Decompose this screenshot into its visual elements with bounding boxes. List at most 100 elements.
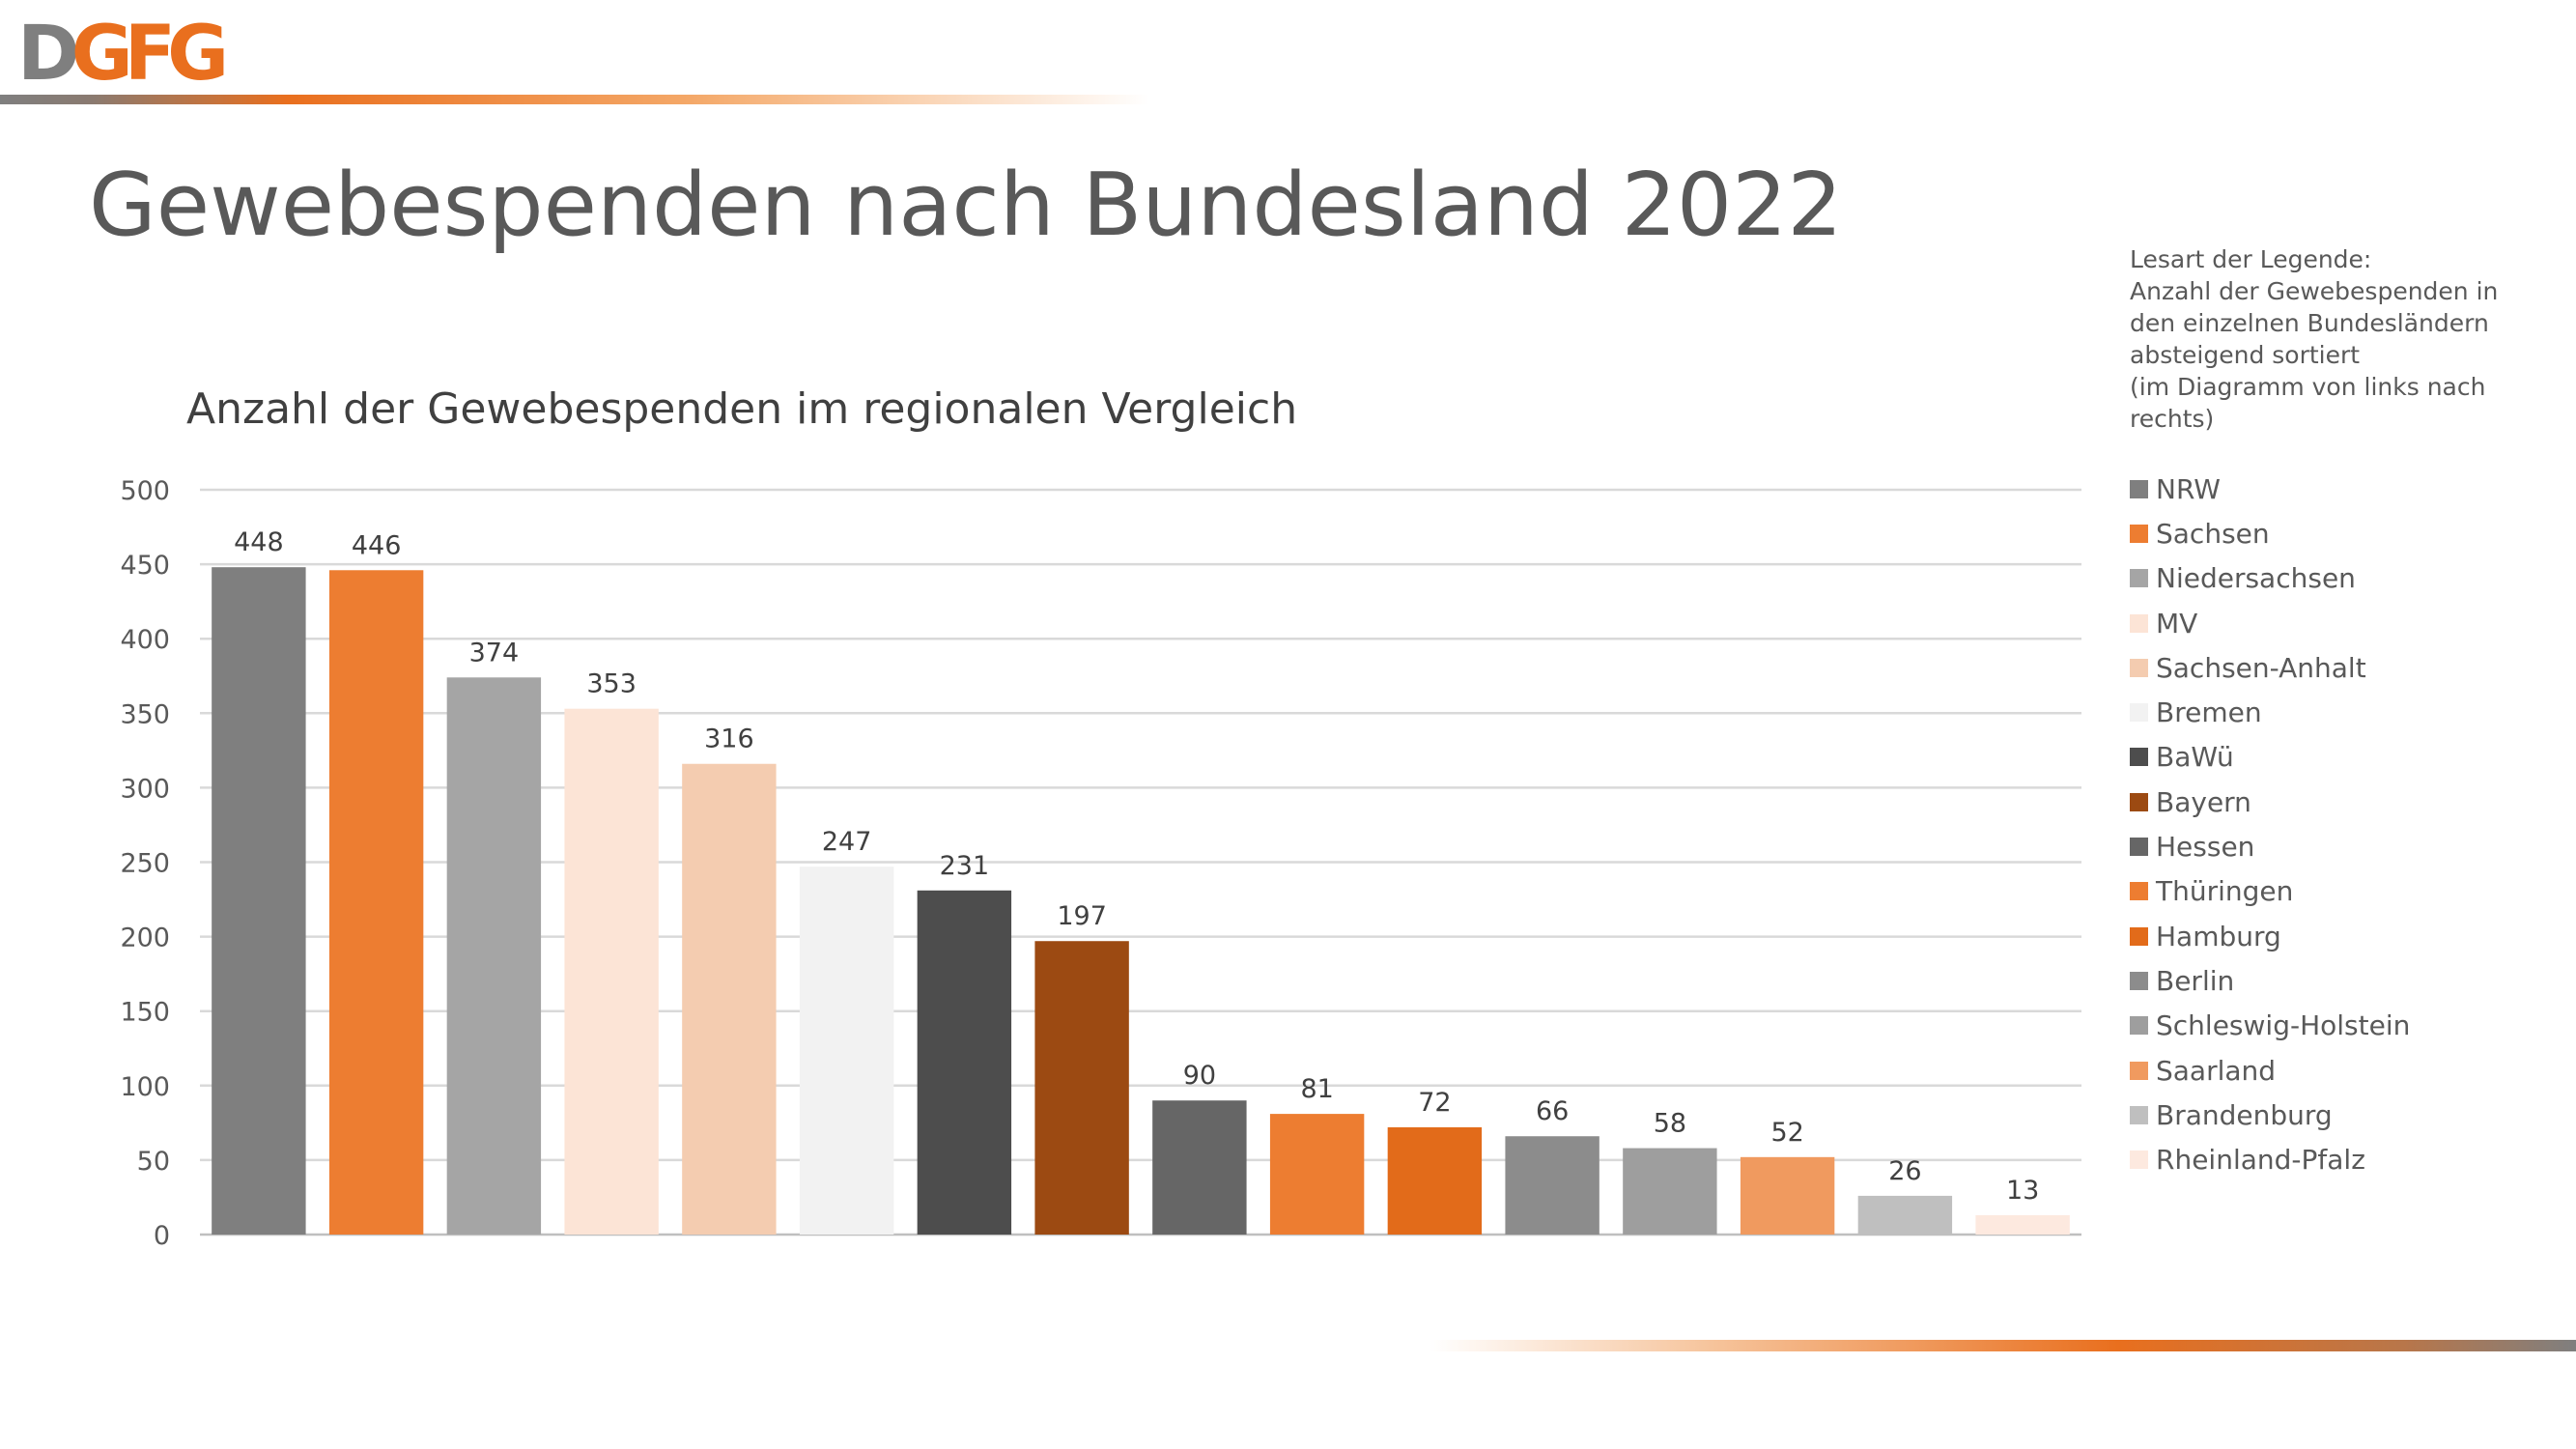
- legend-label: NRW: [2156, 472, 2221, 505]
- legend-note: Lesart der Legende: Anzahl der Gewebespe…: [2130, 243, 2555, 435]
- legend-swatch: [2130, 838, 2148, 857]
- data-label: 58: [1654, 1109, 1686, 1139]
- y-tick-label: 500: [120, 476, 170, 506]
- legend-item: Thüringen: [2130, 869, 2410, 914]
- bar-saarland: [1740, 1156, 1835, 1235]
- y-tick-label: 350: [120, 699, 170, 729]
- legend-label: Niedersachsen: [2156, 562, 2356, 595]
- legend-label: Brandenburg: [2156, 1098, 2333, 1131]
- legend-item: MV: [2130, 601, 2410, 645]
- legend-item: Hessen: [2130, 824, 2410, 868]
- y-tick-label: 300: [120, 774, 170, 804]
- legend-swatch: [2130, 658, 2148, 677]
- legend-swatch: [2130, 971, 2148, 990]
- data-label: 90: [1183, 1061, 1216, 1091]
- data-label: 72: [1418, 1088, 1451, 1118]
- y-tick-label: 200: [120, 923, 170, 953]
- legend-label: MV: [2156, 607, 2198, 639]
- legend-note-line: den einzelnen Bundesländern: [2130, 309, 2489, 337]
- dgfg-logo: DGFG: [17, 12, 230, 89]
- bar-bremen: [799, 867, 894, 1235]
- legend-swatch: [2130, 748, 2148, 767]
- data-label: 446: [352, 530, 402, 560]
- data-label: 52: [1770, 1118, 1803, 1148]
- data-label: 26: [1888, 1156, 1921, 1186]
- bar-schleswig-holstein: [1623, 1148, 1717, 1235]
- legend-swatch: [2130, 703, 2148, 723]
- legend-item: Saarland: [2130, 1048, 2410, 1093]
- bar-nrw: [212, 567, 306, 1235]
- legend-item: Berlin: [2130, 958, 2410, 1003]
- legend-swatch: [2130, 882, 2148, 901]
- y-tick-label: 450: [120, 551, 170, 581]
- legend-label: Hamburg: [2156, 920, 2281, 952]
- legend-label: Thüringen: [2156, 875, 2294, 908]
- legend-note-line: absteigend sortiert: [2130, 341, 2361, 369]
- legend-label: Schleswig-Holstein: [2156, 1009, 2411, 1042]
- chart-title: Anzahl der Gewebespenden im regionalen V…: [186, 384, 1297, 434]
- data-label: 448: [234, 527, 284, 557]
- legend-swatch: [2130, 1061, 2148, 1080]
- bar-bawü: [917, 890, 1012, 1235]
- legend-item: NRW: [2130, 467, 2410, 511]
- bar-mv: [564, 708, 659, 1235]
- y-tick-label: 400: [120, 625, 170, 655]
- legend-item: Bayern: [2130, 780, 2410, 824]
- legend-item: Sachsen: [2130, 511, 2410, 555]
- y-tick-label: 50: [137, 1147, 170, 1177]
- bar-niedersachsen: [446, 677, 542, 1235]
- legend-label: BaWü: [2156, 741, 2234, 774]
- data-label: 197: [1057, 901, 1107, 931]
- y-axis: 0 50 100 150 200 250 300 350 400 450 500: [120, 476, 170, 1251]
- data-label: 247: [822, 827, 872, 857]
- bar-bayern: [1034, 941, 1129, 1235]
- data-label: 316: [704, 724, 754, 754]
- legend-note-line: Anzahl der Gewebespenden in: [2130, 277, 2499, 305]
- legend-label: Saarland: [2156, 1054, 2277, 1087]
- footer-gradient-line: [1430, 1340, 2576, 1351]
- legend-note-line: rechts): [2130, 405, 2215, 433]
- legend-item: Brandenburg: [2130, 1093, 2410, 1137]
- legend-label: Bremen: [2156, 696, 2262, 729]
- y-tick-label: 0: [154, 1221, 170, 1251]
- legend-label: Rheinland-Pfalz: [2156, 1144, 2365, 1177]
- data-label: 374: [469, 638, 520, 668]
- y-tick-label: 250: [120, 849, 170, 879]
- bar-sachsen-anhalt: [682, 763, 777, 1235]
- legend-label: Hessen: [2156, 831, 2255, 864]
- bar-brandenburg: [1857, 1195, 1953, 1235]
- legend-swatch: [2130, 1105, 2148, 1124]
- bar-rheinland-pfalz: [1975, 1214, 2070, 1235]
- legend-swatch: [2130, 926, 2148, 946]
- legend-note-line: (im Diagramm von links nach: [2130, 373, 2486, 401]
- legend-item: BaWü: [2130, 735, 2410, 780]
- data-label: 81: [1300, 1074, 1333, 1104]
- legend-item: Hamburg: [2130, 914, 2410, 958]
- data-label: 353: [586, 669, 637, 699]
- legend-swatch: [2130, 792, 2148, 811]
- page-title: Gewebespenden nach Bundesland 2022: [89, 155, 1843, 256]
- legend-label: Sachsen: [2156, 517, 2270, 550]
- legend-note-line: Lesart der Legende:: [2130, 245, 2372, 273]
- y-tick-label: 100: [120, 1072, 170, 1102]
- chart-bars: [212, 567, 2070, 1235]
- chart-legend: NRW Sachsen Niedersachsen MV Sachsen-Anhalt B…: [2130, 467, 2410, 1182]
- legend-item: Bremen: [2130, 690, 2410, 734]
- y-tick-label: 150: [120, 998, 170, 1028]
- data-labels: 448 446 374 353 316 247 231 197 90 81 72 66 58 52 26 13: [234, 527, 2039, 1206]
- data-label: 66: [1536, 1096, 1569, 1126]
- bar-berlin: [1505, 1136, 1599, 1235]
- legend-swatch: [2130, 524, 2148, 543]
- legend-item: Schleswig-Holstein: [2130, 1004, 2410, 1048]
- bar-hessen: [1152, 1100, 1247, 1235]
- legend-label: Sachsen-Anhalt: [2156, 651, 2366, 684]
- data-label: 231: [940, 851, 990, 881]
- bar-thüringen: [1269, 1114, 1365, 1235]
- legend-item: Niedersachsen: [2130, 556, 2410, 601]
- bar-hamburg: [1387, 1126, 1483, 1235]
- legend-swatch: [2130, 569, 2148, 588]
- legend-label: Berlin: [2156, 964, 2235, 997]
- header-gradient-line: [0, 95, 1149, 104]
- legend-swatch: [2130, 479, 2148, 498]
